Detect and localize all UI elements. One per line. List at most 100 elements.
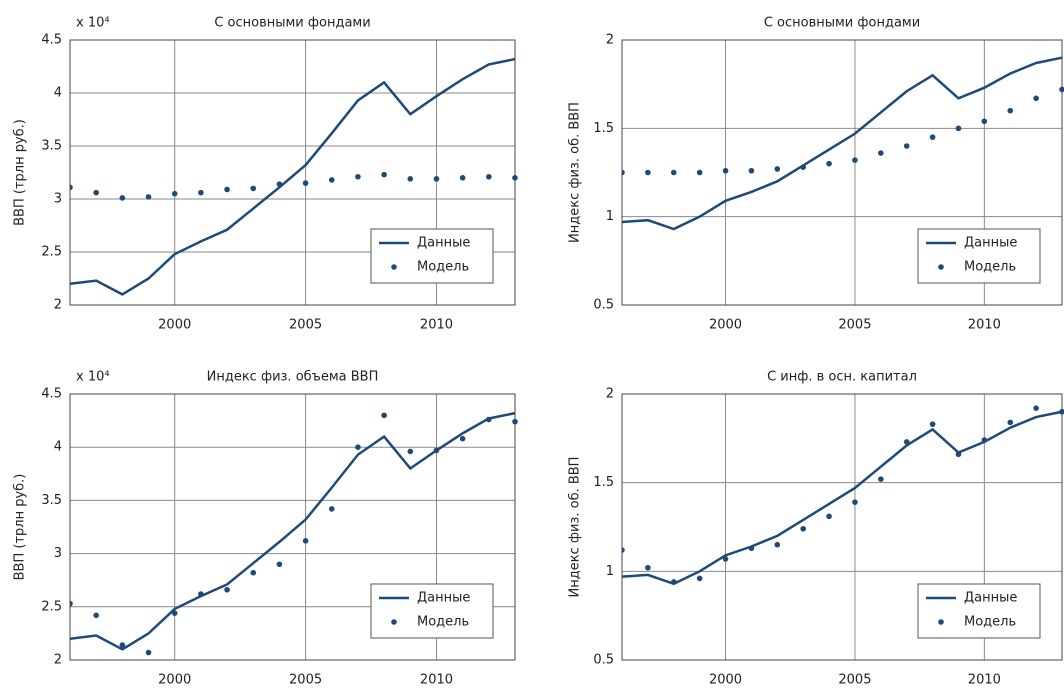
model-point — [303, 538, 309, 544]
legend-label: Данные — [964, 591, 1017, 606]
x-tick-label: 2010 — [420, 318, 453, 333]
y-tick-label: 4 — [54, 440, 62, 455]
y-tick-label: 4 — [54, 86, 62, 101]
model-point — [1007, 420, 1013, 426]
model-point — [460, 175, 466, 181]
x-tick-label: 2005 — [289, 318, 322, 333]
x-tick-label: 2010 — [968, 673, 1001, 688]
model-point — [774, 166, 780, 172]
model-point — [381, 412, 387, 418]
model-point — [303, 180, 309, 186]
model-point — [878, 150, 884, 156]
model-point — [749, 168, 755, 174]
model-point — [407, 449, 413, 455]
model-point — [774, 542, 780, 548]
legend-label: Данные — [417, 236, 470, 251]
model-point — [120, 195, 126, 201]
model-point — [67, 601, 73, 607]
model-point — [800, 526, 806, 532]
model-point — [198, 591, 204, 597]
model-point — [904, 143, 910, 149]
y-tick-label: 3 — [54, 546, 62, 561]
model-point — [198, 190, 204, 196]
model-point — [619, 547, 625, 553]
legend-label: Модель — [417, 615, 469, 630]
model-point — [645, 565, 651, 571]
model-point — [697, 576, 703, 582]
model-point — [434, 448, 440, 454]
axis-multiplier: x 10⁴ — [76, 370, 110, 385]
y-tick-label: 0.5 — [593, 653, 614, 668]
model-point — [250, 186, 256, 192]
model-point — [852, 499, 858, 505]
y-tick-label: 2 — [606, 387, 614, 402]
model-point — [671, 170, 677, 176]
y-axis-label: Индекс физ. об. ВВП — [568, 102, 583, 243]
axis-multiplier: x 10⁴ — [76, 16, 110, 31]
y-tick-label: 1 — [606, 564, 614, 579]
y-tick-label: 4.5 — [41, 387, 62, 402]
y-axis-label: ВВП (трлн руб.) — [13, 119, 28, 226]
data-line — [622, 58, 1062, 229]
y-axis-label: ВВП (трлн руб.) — [13, 474, 28, 581]
y-axis-label: Индекс физ. об. ВВП — [568, 457, 583, 598]
model-point — [146, 650, 152, 656]
x-tick-label: 2010 — [420, 673, 453, 688]
model-point — [878, 476, 884, 482]
chart-title: С основными фондами — [214, 16, 370, 31]
x-tick-label: 2010 — [968, 318, 1001, 333]
y-tick-label: 2 — [54, 298, 62, 313]
x-tick-label: 2000 — [709, 318, 742, 333]
model-point — [930, 134, 936, 140]
legend-label: Модель — [417, 260, 469, 275]
model-point — [172, 610, 178, 616]
model-point — [120, 642, 126, 648]
x-tick-label: 2000 — [709, 673, 742, 688]
model-point — [512, 419, 518, 425]
chart-title: Индекс физ. объема ВВП — [207, 370, 379, 385]
model-point — [723, 168, 729, 174]
model-point — [982, 118, 988, 124]
legend-marker — [938, 264, 944, 270]
model-point — [619, 170, 625, 176]
model-point — [93, 190, 99, 196]
model-point — [904, 439, 910, 445]
model-point — [224, 587, 230, 593]
model-point — [512, 175, 518, 181]
legend: Данные Модель — [371, 229, 493, 283]
model-point — [697, 170, 703, 176]
model-point — [1059, 409, 1064, 415]
model-point — [486, 174, 492, 180]
model-point — [956, 126, 962, 132]
data-line — [622, 412, 1062, 584]
model-point — [329, 506, 335, 512]
model-point — [1033, 405, 1039, 411]
x-tick-label: 2005 — [289, 673, 322, 688]
y-tick-label: 3 — [54, 192, 62, 207]
y-tick-label: 2.5 — [41, 599, 62, 614]
model-point — [434, 176, 440, 182]
legend-marker — [391, 619, 397, 625]
y-tick-label: 2 — [606, 33, 614, 48]
x-tick-label: 2005 — [838, 673, 871, 688]
model-point — [486, 417, 492, 423]
model-point — [956, 451, 962, 457]
model-point — [930, 421, 936, 427]
model-point — [355, 174, 361, 180]
model-point — [93, 613, 99, 619]
model-point — [982, 437, 988, 443]
model-point — [172, 191, 178, 197]
x-tick-label: 2000 — [158, 318, 191, 333]
model-point — [723, 556, 729, 562]
model-point — [67, 185, 73, 191]
model-point — [224, 187, 230, 193]
model-point — [671, 579, 677, 585]
model-point — [146, 194, 152, 200]
y-tick-label: 2.5 — [41, 245, 62, 260]
